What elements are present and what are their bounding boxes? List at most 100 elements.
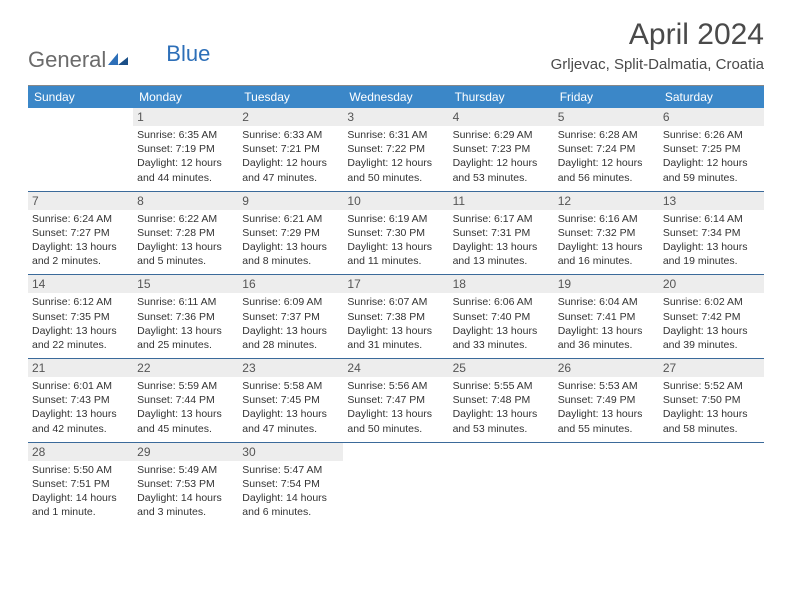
day-number: 8 <box>133 192 238 210</box>
day-header-cell: Wednesday <box>343 86 448 108</box>
day-number: 5 <box>554 108 659 126</box>
day-details: Sunrise: 5:58 AMSunset: 7:45 PMDaylight:… <box>242 379 339 436</box>
day-details: Sunrise: 6:19 AMSunset: 7:30 PMDaylight:… <box>347 212 444 269</box>
day-detail-line: Sunset: 7:19 PM <box>137 142 234 156</box>
week-row: 14Sunrise: 6:12 AMSunset: 7:35 PMDayligh… <box>28 274 764 358</box>
day-detail-line: and 42 minutes. <box>32 422 129 436</box>
day-detail-line: Daylight: 12 hours <box>558 156 655 170</box>
day-detail-line: Daylight: 12 hours <box>347 156 444 170</box>
day-detail-line: Daylight: 13 hours <box>137 407 234 421</box>
logo-text-blue: Blue <box>166 41 210 67</box>
day-detail-line: Sunset: 7:41 PM <box>558 310 655 324</box>
day-detail-line: and 5 minutes. <box>137 254 234 268</box>
day-number <box>343 443 448 447</box>
day-number <box>554 443 659 447</box>
day-detail-line: and 16 minutes. <box>558 254 655 268</box>
day-detail-line: Daylight: 12 hours <box>663 156 760 170</box>
day-details: Sunrise: 5:53 AMSunset: 7:49 PMDaylight:… <box>558 379 655 436</box>
day-detail-line: and 55 minutes. <box>558 422 655 436</box>
day-number: 13 <box>659 192 764 210</box>
day-detail-line: and 2 minutes. <box>32 254 129 268</box>
day-details: Sunrise: 6:01 AMSunset: 7:43 PMDaylight:… <box>32 379 129 436</box>
day-detail-line: Daylight: 13 hours <box>347 324 444 338</box>
day-header-cell: Friday <box>554 86 659 108</box>
day-detail-line: Sunset: 7:50 PM <box>663 393 760 407</box>
day-number: 15 <box>133 275 238 293</box>
day-detail-line: Sunset: 7:21 PM <box>242 142 339 156</box>
day-detail-line: Daylight: 13 hours <box>558 240 655 254</box>
day-detail-line: Sunset: 7:27 PM <box>32 226 129 240</box>
day-details: Sunrise: 6:02 AMSunset: 7:42 PMDaylight:… <box>663 295 760 352</box>
day-detail-line: and 28 minutes. <box>242 338 339 352</box>
day-detail-line: Daylight: 13 hours <box>558 324 655 338</box>
day-cell: 28Sunrise: 5:50 AMSunset: 7:51 PMDayligh… <box>28 443 133 526</box>
day-detail-line: Sunset: 7:43 PM <box>32 393 129 407</box>
day-detail-line: Sunset: 7:30 PM <box>347 226 444 240</box>
day-number: 2 <box>238 108 343 126</box>
day-cell: 3 Sunrise: 6:31 AMSunset: 7:22 PMDaylight… <box>343 108 448 191</box>
day-detail-line: and 53 minutes. <box>453 171 550 185</box>
day-detail-line: Daylight: 13 hours <box>558 407 655 421</box>
day-details: Sunrise: 6:28 AMSunset: 7:24 PMDaylight:… <box>558 128 655 185</box>
day-details: Sunrise: 6:24 AMSunset: 7:27 PMDaylight:… <box>32 212 129 269</box>
day-cell: 5 Sunrise: 6:28 AMSunset: 7:24 PMDaylight… <box>554 108 659 191</box>
day-details: Sunrise: 5:47 AMSunset: 7:54 PMDaylight:… <box>242 463 339 520</box>
day-cell <box>659 443 764 526</box>
day-number: 14 <box>28 275 133 293</box>
logo-text-general: General <box>28 47 106 73</box>
header: General Blue April 2024 Grljevac, Split-… <box>0 0 792 79</box>
day-detail-line: Sunrise: 5:47 AM <box>242 463 339 477</box>
day-detail-line: and 58 minutes. <box>663 422 760 436</box>
day-detail-line: Sunrise: 6:14 AM <box>663 212 760 226</box>
day-detail-line: Daylight: 13 hours <box>663 324 760 338</box>
day-detail-line: Sunset: 7:28 PM <box>137 226 234 240</box>
day-cell: 12Sunrise: 6:16 AMSunset: 7:32 PMDayligh… <box>554 192 659 275</box>
day-cell <box>554 443 659 526</box>
day-detail-line: Sunrise: 6:06 AM <box>453 295 550 309</box>
day-detail-line: Daylight: 14 hours <box>32 491 129 505</box>
day-detail-line: Sunset: 7:35 PM <box>32 310 129 324</box>
day-detail-line: Sunset: 7:36 PM <box>137 310 234 324</box>
day-detail-line: Sunset: 7:54 PM <box>242 477 339 491</box>
day-detail-line: and 56 minutes. <box>558 171 655 185</box>
day-details: Sunrise: 6:31 AMSunset: 7:22 PMDaylight:… <box>347 128 444 185</box>
day-detail-line: Daylight: 14 hours <box>137 491 234 505</box>
day-details: Sunrise: 6:26 AMSunset: 7:25 PMDaylight:… <box>663 128 760 185</box>
day-detail-line: Daylight: 13 hours <box>453 240 550 254</box>
day-detail-line: and 6 minutes. <box>242 505 339 519</box>
day-detail-line: Sunset: 7:31 PM <box>453 226 550 240</box>
day-cell: 26Sunrise: 5:53 AMSunset: 7:49 PMDayligh… <box>554 359 659 442</box>
day-detail-line: Sunrise: 5:56 AM <box>347 379 444 393</box>
day-details: Sunrise: 6:33 AMSunset: 7:21 PMDaylight:… <box>242 128 339 185</box>
day-detail-line: Daylight: 13 hours <box>32 324 129 338</box>
day-number: 20 <box>659 275 764 293</box>
day-cell: 10Sunrise: 6:19 AMSunset: 7:30 PMDayligh… <box>343 192 448 275</box>
day-details: Sunrise: 5:56 AMSunset: 7:47 PMDaylight:… <box>347 379 444 436</box>
day-detail-line: Daylight: 13 hours <box>32 240 129 254</box>
day-detail-line: Sunrise: 5:55 AM <box>453 379 550 393</box>
day-number: 3 <box>343 108 448 126</box>
day-detail-line: Sunrise: 6:01 AM <box>32 379 129 393</box>
day-detail-line: Sunrise: 6:02 AM <box>663 295 760 309</box>
day-detail-line: Sunset: 7:53 PM <box>137 477 234 491</box>
day-detail-line: Daylight: 12 hours <box>242 156 339 170</box>
day-detail-line: Sunrise: 6:21 AM <box>242 212 339 226</box>
day-detail-line: Sunrise: 6:09 AM <box>242 295 339 309</box>
calendar: SundayMondayTuesdayWednesdayThursdayFrid… <box>28 85 764 525</box>
day-number: 30 <box>238 443 343 461</box>
day-cell: 15Sunrise: 6:11 AMSunset: 7:36 PMDayligh… <box>133 275 238 358</box>
day-cell: 16Sunrise: 6:09 AMSunset: 7:37 PMDayligh… <box>238 275 343 358</box>
day-detail-line: Daylight: 13 hours <box>137 324 234 338</box>
day-detail-line: Sunrise: 6:29 AM <box>453 128 550 142</box>
month-title: April 2024 <box>551 18 764 52</box>
day-detail-line: Sunset: 7:38 PM <box>347 310 444 324</box>
day-cell: 25Sunrise: 5:55 AMSunset: 7:48 PMDayligh… <box>449 359 554 442</box>
day-detail-line: and 50 minutes. <box>347 171 444 185</box>
day-number: 22 <box>133 359 238 377</box>
day-detail-line: Sunrise: 6:17 AM <box>453 212 550 226</box>
day-details: Sunrise: 6:14 AMSunset: 7:34 PMDaylight:… <box>663 212 760 269</box>
day-detail-line: and 11 minutes. <box>347 254 444 268</box>
day-detail-line: and 45 minutes. <box>137 422 234 436</box>
day-detail-line: Daylight: 13 hours <box>663 407 760 421</box>
day-number: 7 <box>28 192 133 210</box>
